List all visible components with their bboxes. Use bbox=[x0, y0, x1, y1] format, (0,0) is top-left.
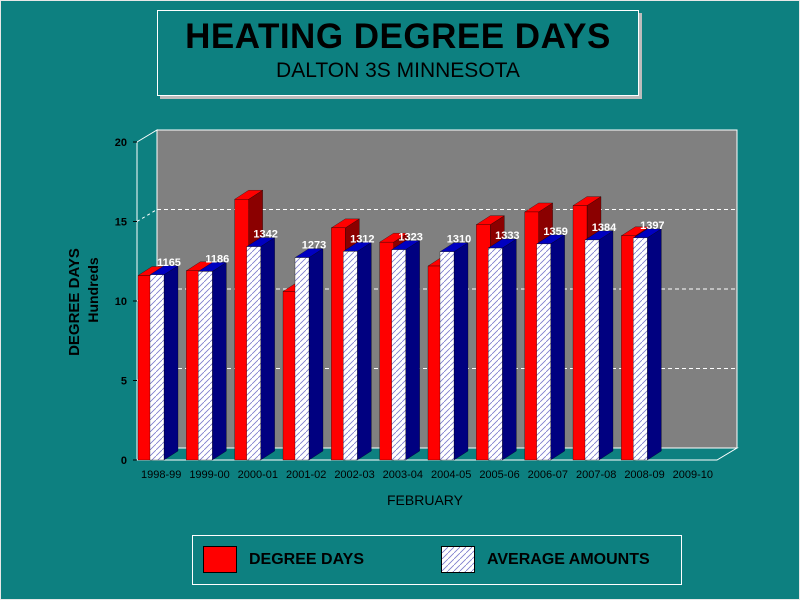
legend-item-average: AVERAGE AMOUNTS bbox=[441, 546, 650, 573]
average-data-label: 1384 bbox=[592, 222, 617, 234]
legend-item-degree-days: DEGREE DAYS bbox=[203, 546, 364, 573]
average-data-label: 1186 bbox=[205, 253, 229, 265]
chart-subtitle: DALTON 3S MINNESOTA bbox=[276, 59, 520, 82]
average-bar-side bbox=[212, 262, 227, 461]
average-bar-side bbox=[550, 234, 565, 461]
legend-label-degree-days: DEGREE DAYS bbox=[249, 550, 364, 568]
average-bar-front bbox=[343, 251, 358, 461]
average-bar-front bbox=[198, 271, 213, 461]
average-data-label: 1333 bbox=[495, 230, 519, 242]
y-tick-label: 5 bbox=[121, 376, 127, 388]
average-bar-side bbox=[163, 265, 179, 461]
x-tick-label: 2001-02 bbox=[286, 469, 326, 481]
title-box: HEATING DEGREE DAYS DALTON 3S MINNESOTA bbox=[157, 10, 639, 96]
average-bar-side bbox=[647, 228, 662, 461]
y-tick-label: 15 bbox=[115, 217, 127, 229]
average-data-label: 1310 bbox=[447, 234, 471, 246]
x-tick-label: 1999-00 bbox=[189, 469, 229, 481]
average-bar-front bbox=[246, 246, 261, 461]
legend: DEGREE DAYS AVERAGE AMOUNTS bbox=[192, 535, 682, 585]
chart-title: HEATING DEGREE DAYS bbox=[185, 17, 611, 56]
average-bar-front bbox=[294, 257, 310, 461]
average-data-label: 1397 bbox=[640, 220, 664, 232]
average-data-label: 1165 bbox=[157, 257, 181, 269]
average-data-label: 1359 bbox=[543, 226, 567, 238]
x-tick-label: 2007-08 bbox=[576, 469, 616, 481]
average-data-label: 1273 bbox=[302, 240, 326, 252]
x-tick-label: 2002-03 bbox=[334, 469, 374, 481]
average-data-label: 1312 bbox=[350, 233, 374, 245]
x-tick-label: 2008-09 bbox=[624, 469, 664, 481]
average-bar-front bbox=[536, 243, 551, 461]
y-tick-label: 0 bbox=[121, 455, 127, 467]
average-bar-front bbox=[391, 249, 406, 461]
legend-label-average: AVERAGE AMOUNTS bbox=[487, 550, 650, 568]
x-tick-label: 2009-10 bbox=[673, 469, 713, 481]
average-bar-side bbox=[357, 242, 372, 461]
average-bar-front bbox=[149, 274, 165, 461]
average-bar-side bbox=[502, 238, 517, 461]
legend-swatch-average bbox=[441, 546, 475, 573]
y-axis-title: DEGREE DAYS bbox=[66, 248, 83, 356]
y-axis-unit: Hundreds bbox=[85, 257, 101, 323]
average-bar-front bbox=[488, 247, 503, 461]
x-tick-label: 2006-07 bbox=[528, 469, 568, 481]
y-tick-label: 10 bbox=[115, 296, 127, 308]
average-data-label: 1323 bbox=[398, 232, 422, 244]
average-data-label: 1342 bbox=[253, 229, 277, 241]
legend-swatch-degree-days bbox=[203, 546, 237, 573]
x-tick-label: 2004-05 bbox=[431, 469, 471, 481]
average-bar-front bbox=[584, 239, 600, 461]
y-tick-label: 20 bbox=[115, 137, 127, 149]
average-bar-side bbox=[453, 242, 469, 461]
x-tick-label: 1998-99 bbox=[141, 469, 181, 481]
x-tick-label: 2005-06 bbox=[479, 469, 519, 481]
average-bar-front bbox=[439, 251, 455, 461]
average-bar-side bbox=[260, 237, 275, 461]
average-bar-front bbox=[633, 237, 648, 461]
x-tick-label: 2003-04 bbox=[383, 469, 423, 481]
x-tick-label: 2000-01 bbox=[238, 469, 278, 481]
gridline-side bbox=[136, 209, 158, 222]
average-bar-side bbox=[308, 248, 324, 461]
average-bar-side bbox=[598, 230, 614, 461]
average-bar-side bbox=[405, 240, 420, 461]
x-axis-title: FEBRUARY bbox=[387, 492, 464, 508]
